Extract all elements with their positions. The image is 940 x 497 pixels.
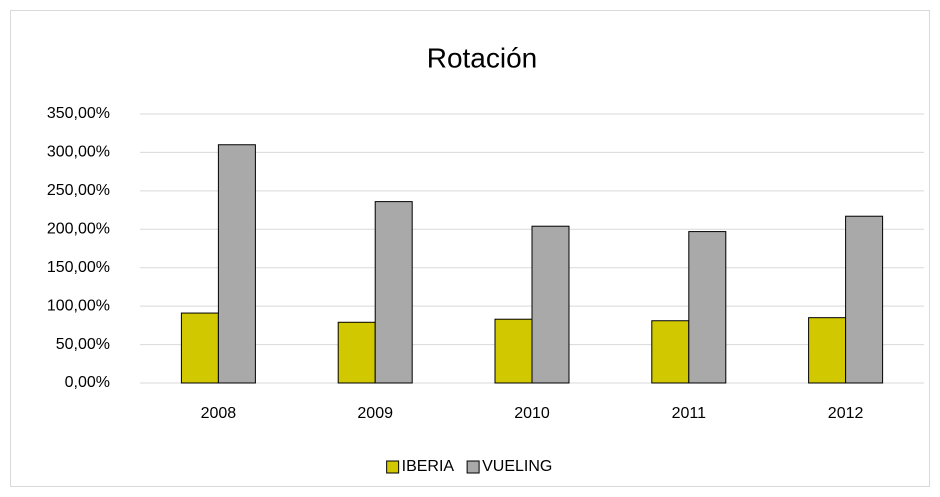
y-tick-label: 250,00% (47, 182, 110, 199)
legend-label: VUELING (482, 458, 552, 475)
y-tick-label: 100,00% (47, 297, 110, 314)
y-tick-label: 350,00% (47, 105, 110, 122)
legend-swatch (386, 460, 400, 474)
bar (808, 317, 847, 384)
chart-title: Rotación (427, 42, 538, 73)
y-tick-label: 150,00% (47, 259, 110, 276)
x-tick-label: 2008 (201, 405, 237, 422)
y-tick-label: 200,00% (47, 221, 110, 238)
x-tick-label: 2009 (357, 405, 393, 422)
bar (651, 320, 690, 384)
bar (845, 215, 884, 384)
bar (494, 318, 533, 384)
y-tick-label: 50,00% (56, 336, 110, 353)
x-tick-label: 2012 (828, 405, 864, 422)
bar (337, 321, 376, 384)
y-tick-label: 0,00% (65, 374, 110, 391)
bar (180, 312, 219, 384)
y-tick-label: 300,00% (47, 144, 110, 161)
bar (531, 225, 570, 384)
chart-border (10, 10, 930, 487)
bar (217, 144, 256, 384)
legend-swatch (466, 460, 480, 474)
legend-label: IBERIA (402, 458, 455, 475)
bar (688, 231, 727, 384)
x-tick-label: 2011 (672, 405, 707, 422)
bar (374, 201, 413, 384)
x-tick-label: 2010 (514, 405, 550, 422)
